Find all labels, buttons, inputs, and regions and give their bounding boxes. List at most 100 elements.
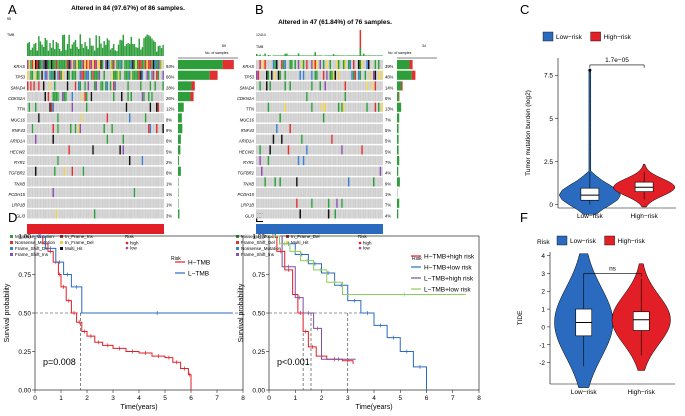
oncoprint-cell	[38, 209, 40, 219]
oncoprint-cell	[312, 134, 315, 144]
tmb-bar	[85, 46, 88, 56]
oncoprint-cell	[294, 102, 296, 112]
oncoprint-cell	[71, 81, 74, 91]
oncoprint-cell	[146, 124, 148, 134]
oncoprint-cell	[357, 113, 360, 123]
oncoprint-cell	[122, 60, 125, 70]
oncoprint-cell	[366, 188, 368, 198]
oncoprint-cell	[319, 92, 322, 102]
oncoprint-cell	[46, 198, 48, 208]
tmb-bar	[109, 49, 112, 56]
oncoprint-cell	[301, 70, 303, 80]
tmb-bar	[60, 51, 62, 56]
oncoprint-cell	[282, 177, 285, 187]
oncoprint-cell	[130, 166, 133, 176]
oncoprint-cell	[327, 198, 330, 208]
oncoprint-cell	[307, 156, 310, 166]
oncoprint-cell	[381, 134, 383, 144]
oncoprint-cell	[149, 156, 152, 166]
oncoprint-cell	[277, 81, 280, 91]
oncoprint-cell	[63, 156, 66, 166]
oncoprint-cell	[379, 134, 382, 144]
oncoprint-cell	[98, 156, 101, 166]
oncoprint-cell	[379, 70, 382, 80]
oncoprint-cell	[66, 113, 69, 123]
oncoprint-cell	[326, 177, 328, 187]
oncoprint-cell	[262, 145, 265, 155]
oncoprint-cell	[95, 81, 97, 91]
oncoprint-cell	[100, 198, 102, 208]
oncoprint-cell	[54, 70, 56, 80]
oncoprint-cell	[66, 209, 69, 219]
outlier-point	[588, 68, 592, 72]
oncoprint-cell	[108, 92, 110, 102]
oncoprint-cell	[309, 166, 312, 176]
oncoprint-cell	[259, 60, 261, 70]
oncoprint-cell	[282, 70, 285, 80]
oncoprint-cell	[286, 177, 288, 187]
legend-swatch	[556, 235, 568, 246]
oncoprint-cell	[113, 113, 115, 123]
oncoprint-cell	[93, 102, 96, 112]
gene-percent: 5%	[385, 128, 391, 133]
oncoprint-cell	[287, 188, 290, 198]
oncoprint-cell	[377, 209, 380, 219]
oncoprint-cell	[261, 166, 263, 176]
oncoprint-cell	[261, 209, 263, 219]
oncoprint-cell	[327, 177, 330, 187]
oncoprint-cell	[70, 145, 72, 155]
oncoprint-cell	[307, 166, 310, 176]
oncoprint-cell	[372, 81, 375, 91]
oncoprint-cell	[31, 188, 34, 198]
oncoprint-cell	[101, 188, 104, 198]
oncoprint-cell	[116, 188, 118, 198]
oncoprint-cell	[77, 209, 80, 219]
oncoprint-cell	[369, 124, 372, 134]
oncoprint-cell	[82, 156, 85, 166]
oncoprint-cell	[87, 156, 90, 166]
oncoprint-cell	[117, 177, 120, 187]
tmb-bar	[111, 47, 113, 56]
oncoprint-cell	[27, 70, 29, 80]
oncoprint-cell	[284, 81, 286, 91]
oncoprint-cell	[87, 60, 90, 70]
tmb-bar	[337, 55, 340, 56]
oncoprint-cell	[157, 198, 160, 208]
oncoprint-cell	[262, 198, 265, 208]
oncoprint-cell	[359, 209, 362, 219]
oncoprint-cell	[306, 113, 308, 123]
oncoprint-cell	[319, 188, 322, 198]
oncoprint-cell	[146, 81, 148, 91]
oncoprint-cell	[138, 102, 140, 112]
oncoprint-cell	[157, 124, 160, 134]
oncoprint-cell	[119, 166, 121, 176]
oncoprint-cell	[329, 198, 332, 208]
oncoprint-cell	[89, 198, 91, 208]
oncoprint-cell	[141, 81, 144, 91]
oncoprint-cell	[301, 188, 303, 198]
oncoprint-cell	[44, 81, 46, 91]
oncoprint-cell	[87, 92, 90, 102]
oncoprint-cell	[92, 124, 94, 134]
oncoprint-cell	[359, 70, 362, 80]
oncoprint-cell	[367, 70, 370, 80]
oncoprint-cell	[89, 156, 91, 166]
oncoprint-cell	[42, 81, 45, 91]
oncoprint-cell	[156, 92, 158, 102]
oncoprint-cell	[261, 60, 263, 70]
oncoprint-cell	[60, 156, 62, 166]
oncoprint-cell	[282, 134, 285, 144]
tmb-bar	[359, 30, 362, 56]
oncoprint-cell	[103, 92, 105, 102]
oncoprint-cell	[352, 188, 355, 198]
oncoprint-cell	[90, 92, 93, 102]
oncoprint-cell	[287, 145, 290, 155]
oncoprint-cell	[284, 209, 286, 219]
oncoprint-cell	[149, 60, 152, 70]
oncoprint-cell	[344, 209, 347, 219]
oncoprint-cell	[162, 134, 164, 144]
oncoprint-cell	[44, 145, 46, 155]
oncoprint-cell	[36, 60, 39, 70]
oncoprint-cell	[357, 92, 360, 102]
oncoprint-cell	[159, 102, 161, 112]
